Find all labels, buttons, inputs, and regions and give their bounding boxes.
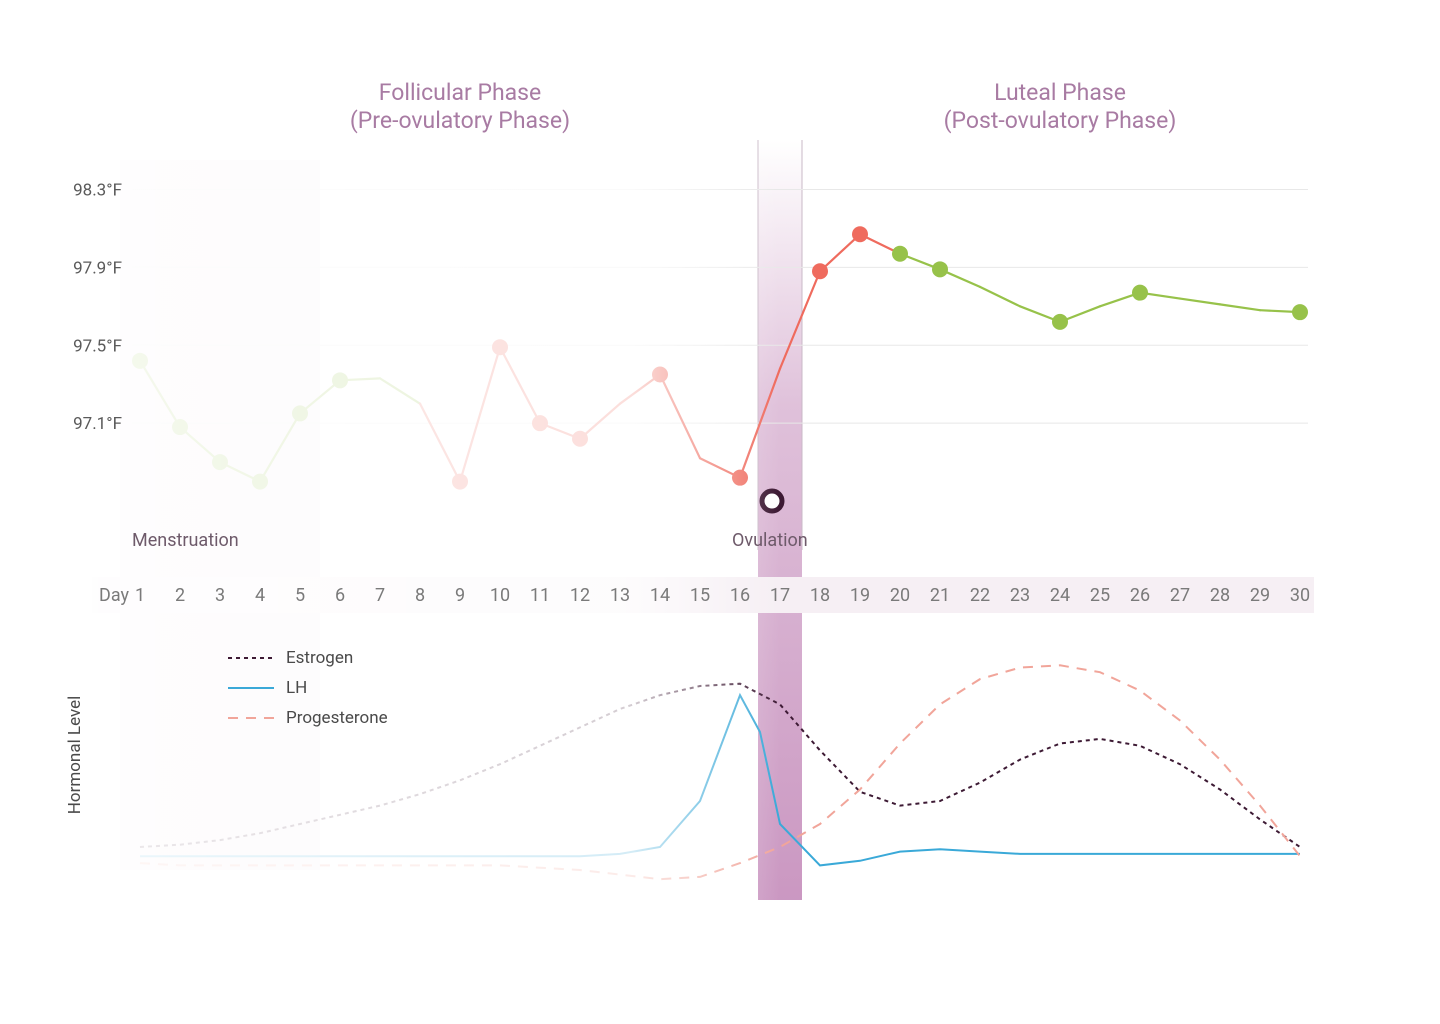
- day-tick: 21: [930, 585, 950, 606]
- luteal-title-2: (Post-ovulatory Phase): [944, 107, 1177, 134]
- day-tick: 22: [970, 585, 990, 606]
- temp-point: [532, 415, 548, 431]
- luteal-title-1: Luteal Phase: [994, 79, 1126, 106]
- temp-point: [452, 474, 468, 490]
- day-axis-title: Day: [99, 585, 129, 606]
- temp-point: [892, 246, 908, 262]
- cycle-chart-container: Follicular Phase(Pre-ovulatory Phase) Lut…: [40, 40, 1320, 900]
- temp-ytick: 97.5°F: [73, 336, 122, 356]
- ovulation-marker-inner: [766, 495, 774, 503]
- background-layer: [92, 140, 1314, 900]
- day-tick: 14: [650, 585, 670, 606]
- day-tick: 2: [175, 585, 185, 606]
- temp-point: [292, 405, 308, 421]
- day-tick: 15: [690, 585, 710, 606]
- menstruation-label: Menstruation: [132, 530, 239, 551]
- day-tick: 27: [1170, 585, 1190, 606]
- legend-label-progesterone: Progesterone: [286, 708, 388, 728]
- day-tick: 1: [135, 585, 145, 606]
- day-tick: 29: [1250, 585, 1270, 606]
- day-tick: 3: [215, 585, 225, 606]
- follicular-title-1: Follicular Phase: [379, 79, 541, 106]
- day-tick: 5: [295, 585, 305, 606]
- temp-point: [492, 339, 508, 355]
- day-tick: 8: [415, 585, 425, 606]
- temp-segment: [500, 347, 540, 423]
- ovulation-band: [758, 140, 802, 900]
- temp-segment: [1220, 304, 1260, 310]
- temp-point: [212, 454, 228, 470]
- day-tick: 25: [1090, 585, 1110, 606]
- day-tick: 6: [335, 585, 345, 606]
- day-tick: 11: [530, 585, 550, 606]
- day-tick: 28: [1210, 585, 1230, 606]
- day-tick: 19: [850, 585, 870, 606]
- temp-segment: [460, 347, 500, 481]
- day-tick: 16: [730, 585, 750, 606]
- day-tick: 4: [255, 585, 265, 606]
- day-tick: 13: [610, 585, 630, 606]
- temp-point: [332, 372, 348, 388]
- hormonal-axis-label: Hormonal Level: [65, 696, 85, 815]
- day-tick: 9: [455, 585, 465, 606]
- temp-point: [132, 353, 148, 369]
- day-tick: 23: [1010, 585, 1030, 606]
- legend-label-lh: LH: [286, 678, 307, 698]
- temp-point: [932, 261, 948, 277]
- temp-ytick: 97.9°F: [73, 258, 122, 278]
- day-tick: 17: [770, 585, 790, 606]
- day-tick: 24: [1050, 585, 1070, 606]
- day-tick: 10: [490, 585, 510, 606]
- follicular-title-2: (Pre-ovulatory Phase): [350, 107, 570, 134]
- temp-segment: [1180, 299, 1220, 305]
- cycle-chart-svg: Follicular Phase(Pre-ovulatory Phase) Lut…: [40, 40, 1320, 900]
- temp-point: [252, 474, 268, 490]
- temp-point: [812, 263, 828, 279]
- day-tick: 26: [1130, 585, 1150, 606]
- temp-point: [172, 419, 188, 435]
- temp-point: [572, 431, 588, 447]
- temp-point: [1292, 304, 1308, 320]
- temp-ytick: 98.3°F: [73, 180, 122, 200]
- temp-point: [1132, 285, 1148, 301]
- day-tick: 30: [1290, 585, 1310, 606]
- temp-segment: [420, 404, 460, 482]
- legend-label-estrogen: Estrogen: [286, 648, 353, 668]
- day-tick: 7: [375, 585, 385, 606]
- day-tick: 12: [570, 585, 590, 606]
- temp-point: [1052, 314, 1068, 330]
- temp-segment: [660, 374, 700, 458]
- temp-ytick: 97.1°F: [73, 414, 122, 434]
- menstruation-band: [120, 160, 320, 870]
- temp-segment: [380, 378, 420, 403]
- temp-segment: [820, 234, 860, 271]
- temp-point: [732, 470, 748, 486]
- temp-segment: [980, 287, 1020, 306]
- ovulation-label: Ovulation: [732, 530, 808, 551]
- day-tick: 18: [810, 585, 830, 606]
- temp-point: [852, 226, 868, 242]
- day-tick: 20: [890, 585, 910, 606]
- temp-point: [652, 366, 668, 382]
